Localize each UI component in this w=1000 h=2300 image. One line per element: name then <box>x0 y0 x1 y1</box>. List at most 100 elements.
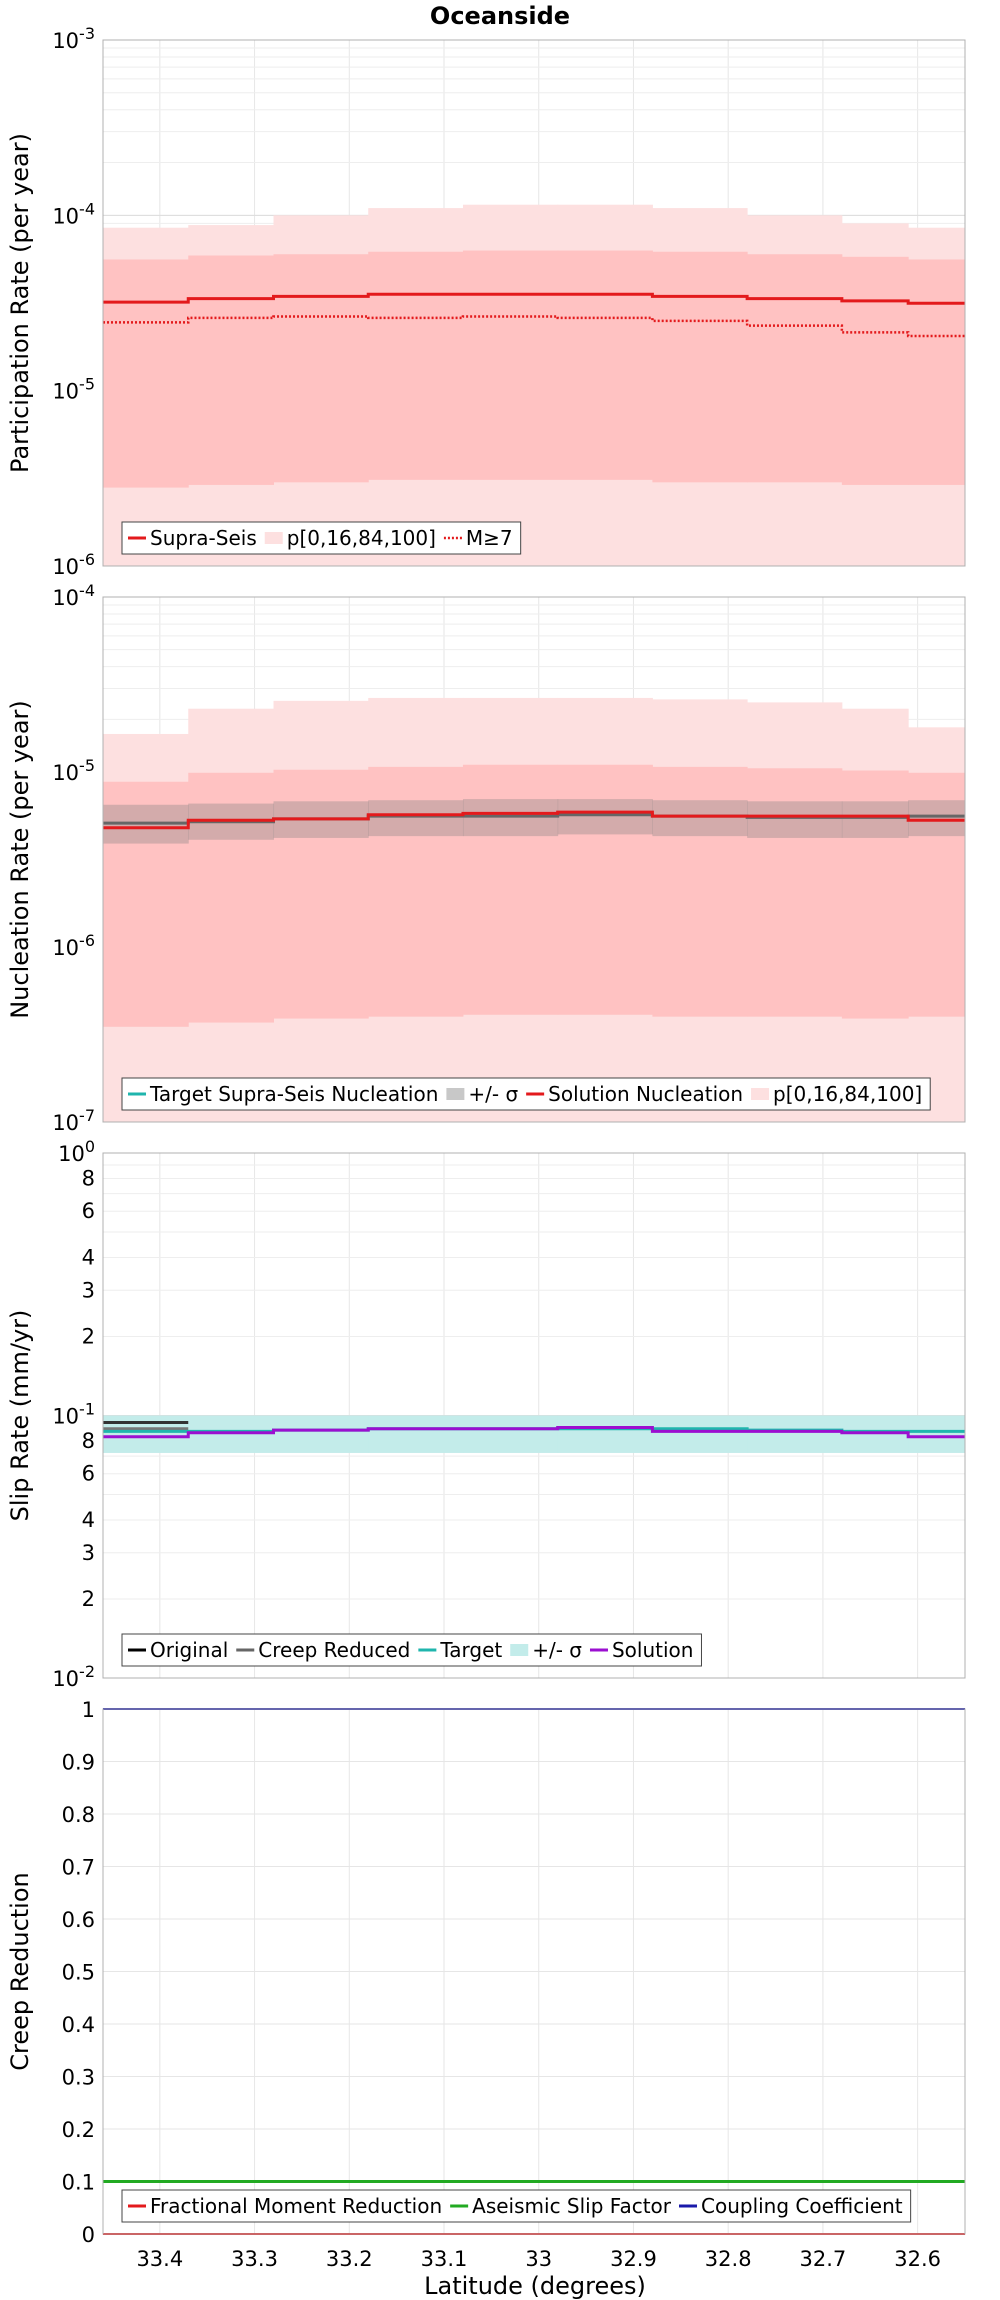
legend-label: Original <box>150 1638 228 1662</box>
legend-label: Supra-Seis <box>150 526 257 550</box>
y-tick-label: 0.2 <box>62 2118 95 2142</box>
band-slip-0-bin <box>557 1415 653 1453</box>
band-slip-0-bin <box>462 1415 559 1453</box>
band-nucleation-2-bin <box>908 800 966 837</box>
band-nucleation-2-bin <box>841 801 909 838</box>
band-participation-1-bin <box>557 250 653 480</box>
legend-label: +/- σ <box>468 1082 518 1106</box>
y-tick-label: 10-6 <box>52 550 95 579</box>
band-slip-0-bin <box>908 1415 966 1453</box>
band-nucleation-1-bin <box>557 764 653 1015</box>
y-ticks-creep: 0 0.1 0.2 0.3 0.4 0.5 0.6 0.7 0.8 0.9 1 <box>62 1698 95 2247</box>
grid-creep <box>103 1708 965 2235</box>
x-tick-label: 33.4 <box>136 2247 183 2271</box>
panels: 10-6 10-5 10-4 10-3 Participation Rate (per … <box>6 24 966 2271</box>
y-minor-tick-label: 8 <box>82 1429 95 1453</box>
legend-label: Solution Nucleation <box>548 1082 743 1106</box>
x-tick-label: 33.3 <box>231 2247 278 2271</box>
y-minor-tick-label: 3 <box>82 1541 95 1565</box>
band-participation-1-bin <box>273 254 369 483</box>
legend-label: Target <box>439 1638 502 1662</box>
x-tick-label: 32.9 <box>610 2247 657 2271</box>
y-axis-label-nucleation: Nucleation Rate (per year) <box>6 700 34 1019</box>
y-tick-label: 10-4 <box>52 581 95 610</box>
y-tick-label: 10-7 <box>52 1106 95 1135</box>
legend-label: Fractional Moment Reduction <box>150 2194 442 2218</box>
x-tick-label: 33.1 <box>421 2247 468 2271</box>
y-tick-label: 0.6 <box>62 1908 95 1932</box>
band-participation-1-bin <box>908 259 966 485</box>
band-participation-1-bin <box>188 255 275 485</box>
plot-frame <box>102 596 966 1123</box>
plot-frame <box>102 1152 966 1679</box>
y-axis-label-slip: Slip Rate (mm/yr) <box>6 1310 34 1522</box>
band-nucleation-1-bin <box>747 768 843 1017</box>
y-ticks-slip: 10-2 10-1 100 2 3 4 6 8 2 3 4 6 8 <box>52 1137 95 1691</box>
y-minor-tick-label: 8 <box>82 1166 95 1190</box>
panel-nucleation: 10-7 10-6 10-5 10-4 Nucleation Rate (per yea… <box>6 581 966 1135</box>
y-tick-label: 0.5 <box>62 1961 95 1985</box>
x-tick-label: 32.8 <box>705 2247 752 2271</box>
legend-label: Solution <box>612 1638 693 1662</box>
band-slip-0-bin <box>841 1415 909 1453</box>
y-tick-label: 10-5 <box>52 756 95 785</box>
series-solution-nucleation-line <box>103 810 965 830</box>
y-tick-label: 0 <box>82 2223 95 2247</box>
band-participation-1-bin <box>462 250 559 480</box>
y-axis-label-participation: Participation Rate (per year) <box>6 133 34 473</box>
y-minor-tick-label: 4 <box>82 1508 95 1532</box>
y-tick-label: 100 <box>58 1137 95 1166</box>
legend-label: p[0,16,84,100] <box>773 1082 922 1106</box>
legend-box <box>121 521 522 555</box>
legend-label: Aseismic Slip Factor <box>472 2194 672 2218</box>
legend-label: M≥7 <box>466 526 513 550</box>
y-minor-tick-label: 6 <box>82 1199 95 1223</box>
y-minor-tick-label: 2 <box>82 1324 95 1348</box>
y-tick-label: 0.8 <box>62 1803 95 1827</box>
band-nucleation-2-bin <box>747 801 843 838</box>
band-slip-0-bin <box>652 1415 748 1453</box>
legend-label: Creep Reduced <box>258 1638 410 1662</box>
plot-frame <box>102 39 966 567</box>
band-nucleation-2-bin <box>652 800 748 837</box>
band-nucleation-2-bin <box>368 800 464 837</box>
legend-slip: Original Creep Reduced Target +/- σ Solution <box>121 1633 702 1667</box>
legend-nucleation: Target Supra-Seis Nucleation +/- σ Solutio… <box>121 1077 931 1111</box>
series-solution-line <box>103 1426 965 1439</box>
figure-title: Oceanside <box>430 2 570 30</box>
legend-creep: Fractional Moment Reduction Aseismic Slip… <box>121 2189 912 2223</box>
band-nucleation-2-bin <box>462 799 559 837</box>
legend-box <box>121 2189 912 2223</box>
x-tick-label: 33 <box>525 2247 552 2271</box>
band-nucleation-1-bin <box>368 766 464 1017</box>
panel-participation: 10-6 10-5 10-4 10-3 Participation Rate (per … <box>6 24 966 579</box>
y-tick-label: 10-6 <box>52 931 95 960</box>
y-minor-tick-label: 6 <box>82 1462 95 1486</box>
x-axis-label: Latitude (degrees) <box>424 2272 646 2300</box>
y-minor-tick-label: 4 <box>82 1245 95 1269</box>
x-tick-label: 32.7 <box>800 2247 847 2271</box>
legend-participation: Supra-Seis p[0,16,84,100] M≥7 <box>121 521 522 555</box>
band-participation-1-bin <box>368 251 464 480</box>
legend-swatch-band <box>446 1088 465 1100</box>
y-tick-label: 10-1 <box>52 1400 95 1429</box>
y-tick-label: 0.3 <box>62 2066 95 2090</box>
band-slip-0-bin <box>188 1415 275 1453</box>
legend-label: Target Supra-Seis Nucleation <box>149 1082 438 1106</box>
y-tick-label: 0.7 <box>62 1856 95 1880</box>
y-minor-tick-label: 2 <box>82 1587 95 1611</box>
y-ticks-nucleation: 10-7 10-6 10-5 10-4 <box>52 581 95 1135</box>
band-nucleation-1-bin <box>188 772 275 1023</box>
y-tick-label: 10-5 <box>52 375 95 404</box>
y-tick-label: 0.4 <box>62 2013 95 2037</box>
legend-label: p[0,16,84,100] <box>287 526 436 550</box>
legend-swatch-band <box>751 1088 770 1100</box>
legend-label: +/- σ <box>532 1638 582 1662</box>
legend-swatch-band <box>264 532 283 544</box>
y-axis-label-creep: Creep Reduction <box>6 1872 34 2070</box>
y-tick-label: 10-3 <box>52 24 95 53</box>
y-tick-label: 1 <box>82 1698 95 1722</box>
x-tick-label: 33.2 <box>326 2247 373 2271</box>
panel-creep: 0 0.1 0.2 0.3 0.4 0.5 0.6 0.7 0.8 0.9 1 Creep Reduc… <box>6 1698 966 2271</box>
